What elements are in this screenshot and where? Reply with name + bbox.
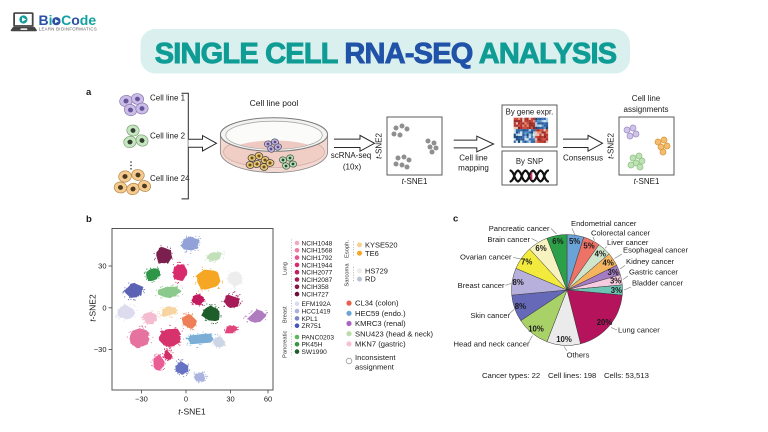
svg-text:Cell line pool: Cell line pool [250, 98, 299, 108]
svg-text:a: a [86, 87, 92, 98]
svg-text:CL34 (colon): CL34 (colon) [355, 299, 399, 308]
svg-text:t-SNE2: t-SNE2 [607, 133, 616, 159]
svg-text:t-SNE1: t-SNE1 [634, 177, 660, 186]
svg-text:NCIH2077: NCIH2077 [302, 270, 333, 277]
svg-text:NCIH2087: NCIH2087 [302, 277, 333, 284]
svg-text:SINGLE CELL RNA-SEQ ANALYSIS: SINGLE CELL RNA-SEQ ANALYSIS [155, 38, 617, 70]
svg-text:(10x): (10x) [343, 163, 362, 172]
svg-text:MKN7 (gastric): MKN7 (gastric) [355, 340, 406, 349]
svg-text:KMRC3 (renal): KMRC3 (renal) [355, 319, 406, 328]
svg-text:4%: 4% [603, 259, 614, 268]
svg-text:8%: 8% [515, 302, 526, 311]
svg-text:Inconsistent: Inconsistent [355, 353, 396, 362]
svg-text:Gastric cancer: Gastric cancer [629, 268, 678, 277]
svg-text:Others: Others [567, 351, 590, 360]
svg-text:30: 30 [226, 395, 234, 404]
svg-text:Lung cancer: Lung cancer [618, 326, 660, 335]
svg-text:HS729: HS729 [365, 266, 388, 275]
svg-text:−30: −30 [94, 345, 107, 354]
svg-text:10%: 10% [556, 335, 572, 344]
svg-text:7%: 7% [521, 257, 532, 266]
svg-text:scRNA-seq: scRNA-seq [331, 151, 371, 160]
svg-text:Sarcoma: Sarcoma [345, 263, 351, 287]
svg-text:3%: 3% [610, 277, 621, 286]
svg-text:t-SNE2: t-SNE2 [88, 294, 98, 322]
svg-text:60: 60 [264, 395, 272, 404]
svg-text:NCIH358: NCIH358 [302, 284, 329, 291]
svg-text:Consensus: Consensus [563, 154, 603, 163]
svg-text:Pancreatic: Pancreatic [283, 331, 289, 358]
svg-text:NCIH1792: NCIH1792 [302, 255, 333, 262]
svg-text:10%: 10% [528, 324, 544, 333]
svg-text:b: b [86, 214, 92, 225]
svg-text:Cell line 2: Cell line 2 [150, 132, 186, 141]
svg-text:EFM192A: EFM192A [302, 301, 332, 308]
svg-text:c: c [453, 214, 458, 225]
svg-text:Cancer types: 22: Cancer types: 22 [482, 371, 540, 380]
svg-text:Brain cancer: Brain cancer [487, 235, 530, 244]
svg-text:Breast cancer: Breast cancer [458, 281, 505, 290]
svg-text:NCIH1048: NCIH1048 [302, 240, 333, 247]
svg-text:RD: RD [365, 275, 376, 284]
svg-text:Breast: Breast [283, 306, 289, 323]
svg-text:3%: 3% [611, 286, 622, 295]
svg-text:KYSE520: KYSE520 [365, 241, 398, 250]
svg-text:4%: 4% [595, 249, 606, 258]
svg-text:LEARN BIOINFORMATICS: LEARN BIOINFORMATICS [39, 26, 97, 31]
svg-text:Cell line 1: Cell line 1 [150, 94, 186, 103]
svg-text:ZR751: ZR751 [302, 323, 322, 330]
svg-text:t-SNE2: t-SNE2 [375, 133, 384, 159]
svg-text:Head and neck cancer: Head and neck cancer [454, 340, 530, 349]
svg-text:Bladder cancer: Bladder cancer [632, 279, 684, 288]
svg-text:Skin cancer: Skin cancer [470, 311, 510, 320]
svg-text:mapping: mapping [458, 164, 489, 173]
svg-text:t-SNE1: t-SNE1 [178, 407, 206, 417]
svg-text:Pancreatic cancer: Pancreatic cancer [489, 224, 550, 233]
svg-text:PANC0203: PANC0203 [302, 334, 335, 341]
svg-text:Lung: Lung [283, 262, 289, 275]
svg-text:KPL1: KPL1 [302, 316, 318, 323]
svg-text:t-SNE1: t-SNE1 [402, 177, 428, 186]
svg-text:5%: 5% [569, 237, 580, 246]
svg-text:TE6: TE6 [365, 249, 379, 258]
svg-text:SW1990: SW1990 [302, 349, 328, 356]
svg-text:Cell line: Cell line [632, 94, 661, 103]
svg-text:By gene expr.: By gene expr. [506, 108, 554, 117]
svg-text:By SNP: By SNP [516, 157, 543, 166]
svg-text:NCIH727: NCIH727 [302, 292, 329, 299]
svg-text:NCIH1568: NCIH1568 [302, 248, 333, 255]
svg-text:Endometrial cancer: Endometrial cancer [571, 219, 637, 228]
svg-text:Cell line 24: Cell line 24 [150, 174, 190, 183]
svg-text:Colorectal cancer: Colorectal cancer [591, 229, 651, 238]
svg-text:Ovarian cancer: Ovarian cancer [460, 253, 512, 262]
svg-text:3%: 3% [607, 268, 618, 277]
svg-text:6%: 6% [535, 244, 546, 253]
svg-text:SNU423 (head & neck): SNU423 (head & neck) [355, 329, 434, 338]
svg-text:6%: 6% [552, 237, 563, 246]
svg-text:HCC1419: HCC1419 [302, 309, 331, 316]
svg-text:HEC59 (endo.): HEC59 (endo.) [355, 309, 406, 318]
svg-text:Esophageal cancer: Esophageal cancer [623, 246, 688, 255]
svg-text:Cells: 53,513: Cells: 53,513 [604, 371, 649, 380]
svg-text:0: 0 [102, 303, 106, 312]
svg-text:Kidney cancer: Kidney cancer [626, 257, 675, 266]
svg-text:assignments: assignments [624, 105, 669, 114]
svg-text:8%: 8% [513, 278, 524, 287]
svg-text:Cell lines: 198: Cell lines: 198 [548, 371, 596, 380]
svg-text:NCIH1944: NCIH1944 [302, 262, 333, 269]
svg-text:Cell line: Cell line [459, 154, 488, 163]
svg-text:20%: 20% [597, 318, 613, 327]
svg-text:0: 0 [184, 395, 188, 404]
svg-text:−30: −30 [135, 395, 148, 404]
svg-text:Liver cancer: Liver cancer [607, 238, 649, 247]
svg-text:assignment: assignment [355, 363, 395, 372]
svg-text:PK45H: PK45H [302, 342, 323, 349]
svg-text:Esoph.: Esoph. [345, 240, 351, 258]
svg-text:30: 30 [98, 262, 106, 271]
svg-text:5%: 5% [583, 242, 594, 251]
